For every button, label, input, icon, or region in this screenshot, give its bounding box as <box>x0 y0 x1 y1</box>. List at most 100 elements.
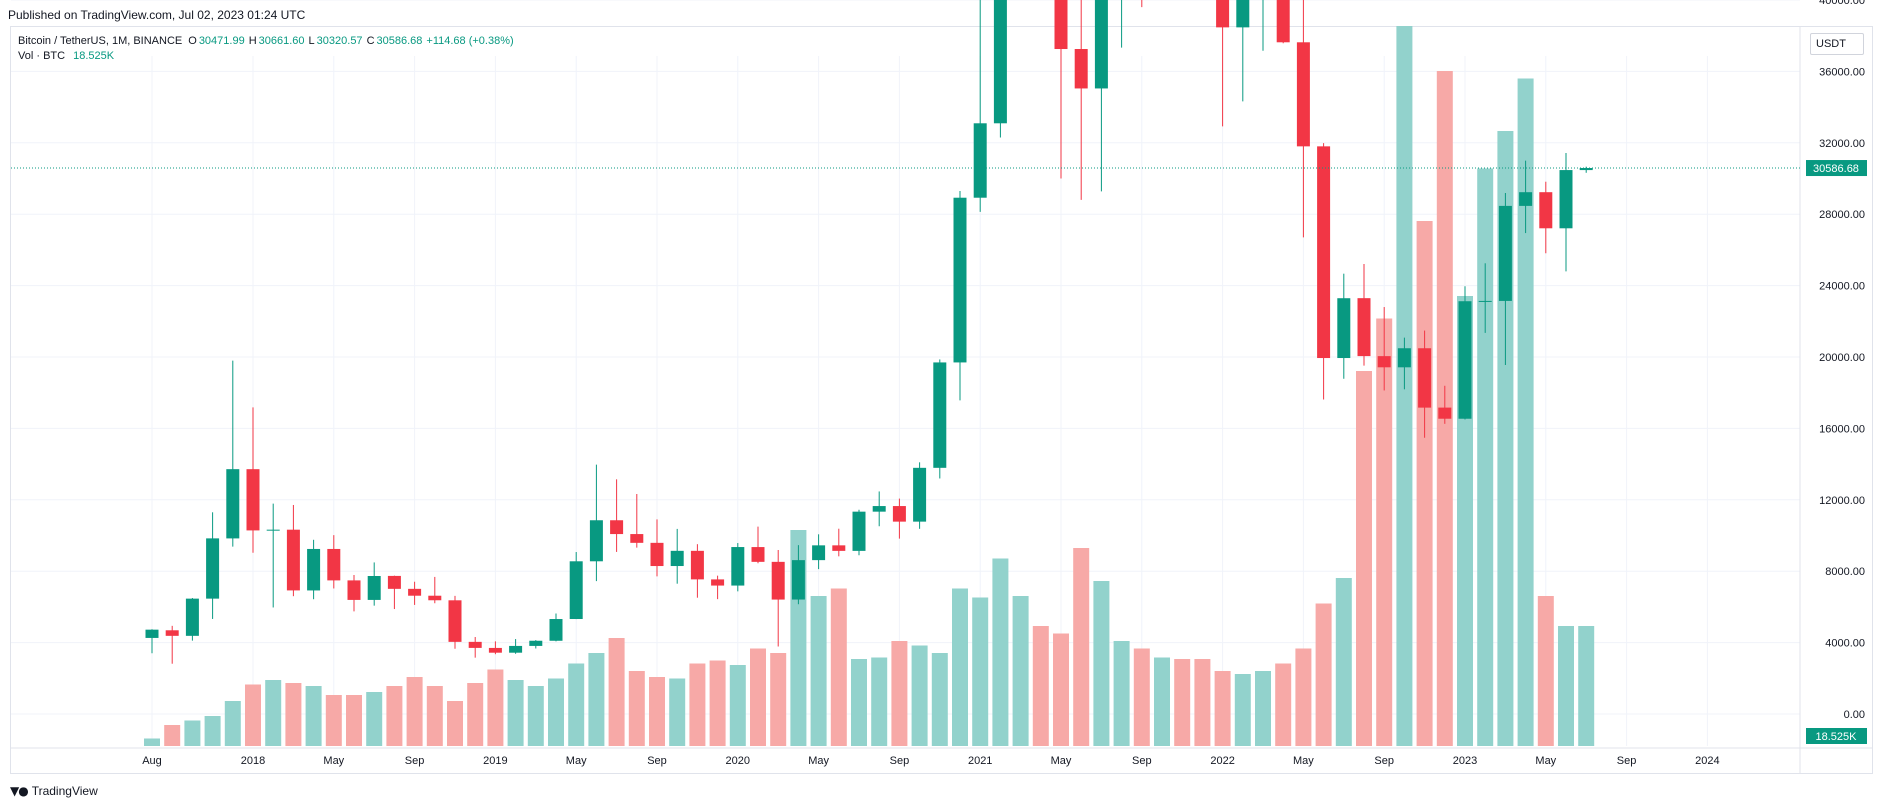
low-value: 30320.57 <box>316 35 363 47</box>
y-tick-label: 16000.00 <box>1819 423 1865 435</box>
volume-bar <box>608 638 625 746</box>
candle-body <box>872 506 886 512</box>
volume-bar <box>830 588 847 746</box>
volume-bar <box>628 671 645 746</box>
volume-bar <box>1194 659 1211 746</box>
candle-body <box>1418 348 1432 408</box>
currency-button[interactable]: USDT <box>1810 33 1864 55</box>
volume-bar <box>1234 674 1251 746</box>
candle-body <box>1236 0 1250 28</box>
candle-body <box>973 123 987 198</box>
x-tick-label: May <box>1293 755 1314 767</box>
volume-bar <box>931 653 948 746</box>
candle-body <box>953 197 967 363</box>
volume-bar <box>346 695 362 746</box>
candle-body <box>1054 0 1068 50</box>
x-tick-label: Sep <box>890 755 910 767</box>
volume-bar <box>487 669 504 746</box>
x-tick-label: May <box>1051 755 1072 767</box>
candle-body <box>1478 300 1492 302</box>
footer-brand[interactable]: ▼● TradingView <box>10 784 98 798</box>
x-tick-label: Sep <box>1374 755 1394 767</box>
x-tick-label: 2024 <box>1695 755 1719 767</box>
candle-body <box>791 560 805 600</box>
candle-body <box>812 545 826 561</box>
volume-bar <box>406 677 423 746</box>
candle-body <box>327 548 341 581</box>
candle-body <box>1074 49 1088 89</box>
volume-bar <box>770 653 787 746</box>
current-price-tag <box>1806 160 1867 177</box>
x-tick-label: May <box>1535 755 1556 767</box>
volume-bar <box>1477 168 1494 746</box>
x-tick-label: 2022 <box>1210 755 1234 767</box>
x-tick-label: Sep <box>405 755 425 767</box>
candle-body <box>307 548 321 591</box>
volume-bar <box>1356 371 1372 746</box>
volume-bar <box>1113 641 1130 746</box>
volume-bar <box>1214 671 1231 746</box>
ohlc-row: Bitcoin / TetherUS, 1M, BINANCE O 30471.99… <box>18 34 518 49</box>
symbol-label[interactable]: Bitcoin / TetherUS, 1M, BINANCE <box>18 35 183 47</box>
volume-bar <box>1174 659 1191 746</box>
volume-bar <box>184 720 201 746</box>
candles <box>145 0 1593 664</box>
volume-bar <box>911 645 928 746</box>
candle-body <box>408 588 422 596</box>
x-tick-label: Sep <box>1617 755 1637 767</box>
price-axis: 0.00 4000.00 8000.00 12000.00 16000.00 20000.… <box>1819 0 1865 721</box>
y-tick-label: 8000.00 <box>1825 566 1865 578</box>
x-tick-label: 2023 <box>1453 755 1477 767</box>
candle-body <box>852 511 866 551</box>
candle-body <box>690 550 704 580</box>
volume-bar <box>1335 578 1352 746</box>
candle-body <box>448 600 462 642</box>
candle-body <box>569 561 583 620</box>
candle-body <box>913 467 927 522</box>
volume-bar <box>871 657 888 746</box>
x-tick-label: May <box>323 755 344 767</box>
candle-body <box>1539 192 1553 229</box>
volume-bar <box>1315 603 1332 746</box>
volume-bar <box>265 680 282 746</box>
volume-bar <box>164 725 181 746</box>
chart-legend: Bitcoin / TetherUS, 1M, BINANCE O 30471.99… <box>18 34 518 64</box>
candle-body <box>165 630 179 636</box>
candle-body <box>549 619 563 641</box>
candle-body <box>1296 42 1310 147</box>
volume-bar <box>386 686 403 746</box>
candle-body <box>1579 168 1593 171</box>
high-label: H <box>248 35 257 47</box>
volume-bar <box>588 653 605 746</box>
candle-body <box>589 520 603 562</box>
y-tick-label: 36000.00 <box>1819 66 1865 78</box>
volume-label[interactable]: Vol · BTC <box>18 50 66 62</box>
chart-frame <box>10 26 1873 774</box>
candle-body <box>1498 205 1512 301</box>
candle-body <box>1337 298 1351 359</box>
x-tick-label: May <box>808 755 829 767</box>
candle-body <box>1357 298 1371 357</box>
x-tick-label: 2019 <box>483 755 507 767</box>
candle-body <box>1559 170 1573 229</box>
candle-body <box>246 469 260 531</box>
volume-bar <box>810 596 827 746</box>
candle-body <box>529 640 543 646</box>
volume-bar <box>1295 648 1312 746</box>
volume-bar <box>245 684 261 746</box>
candle-body <box>226 469 240 539</box>
y-tick-label: 12000.00 <box>1819 495 1865 507</box>
footer-brand-label: TradingView <box>31 784 98 798</box>
candle-body <box>1377 356 1391 368</box>
y-tick-label: 20000.00 <box>1819 352 1865 364</box>
candle-body <box>266 529 280 531</box>
candle-body <box>1276 0 1290 43</box>
volume-bar <box>1255 671 1271 746</box>
y-tick-label: 0.00 <box>1844 709 1865 721</box>
x-tick-label: Sep <box>1132 755 1152 767</box>
volume-bar <box>1537 596 1554 746</box>
time-axis: Aug 2018 May Sep 2019 May Sep 2020 May Sep 2021 May… <box>142 755 1719 767</box>
volume-bar <box>204 716 221 746</box>
candle-body <box>711 579 725 586</box>
